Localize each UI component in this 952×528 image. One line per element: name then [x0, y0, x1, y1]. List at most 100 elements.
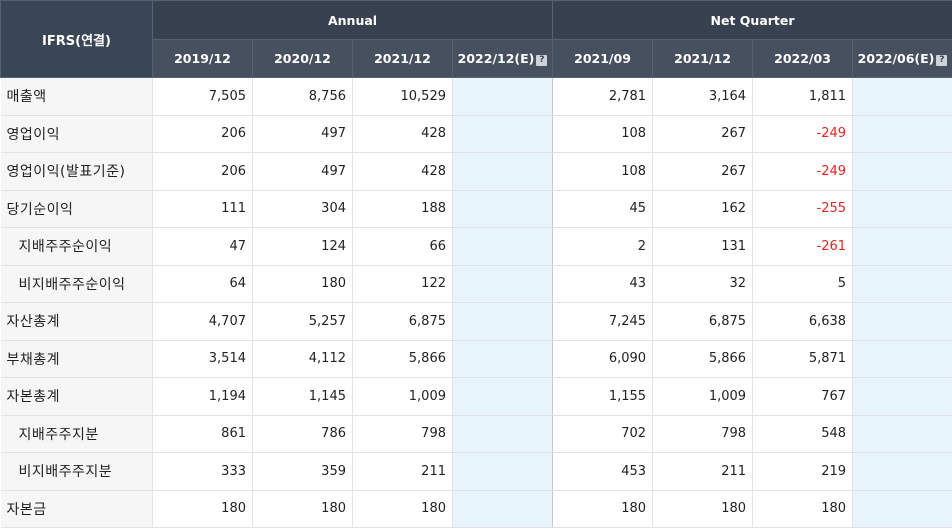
period-header: 2019/12 — [153, 40, 253, 78]
value-cell: 7,245 — [553, 303, 653, 341]
value-cell: 131 — [653, 228, 753, 266]
estimate-cell — [853, 190, 952, 228]
value-cell: 6,875 — [653, 303, 753, 341]
row-label[interactable]: 영업이익 — [1, 115, 153, 153]
row-label[interactable]: 지배주주지분 — [1, 415, 153, 453]
period-header-estimate: 2022/12(E)? — [453, 40, 553, 78]
estimate-cell — [453, 115, 553, 153]
estimate-cell — [853, 303, 952, 341]
period-header-estimate: 2022/06(E)? — [853, 40, 952, 78]
value-cell: 64 — [153, 265, 253, 303]
value-cell: 211 — [353, 453, 453, 491]
value-cell: 1,009 — [353, 378, 453, 416]
value-cell: 453 — [553, 453, 653, 491]
estimate-cell — [453, 490, 553, 528]
value-cell: 10,529 — [353, 78, 453, 116]
row-label[interactable]: 자본총계 — [1, 378, 153, 416]
value-cell: 108 — [553, 115, 653, 153]
estimate-cell — [453, 153, 553, 191]
row-label[interactable]: 매출액 — [1, 78, 153, 116]
row-label[interactable]: 자본금 — [1, 490, 153, 528]
value-cell: 861 — [153, 415, 253, 453]
annual-group-header: Annual — [153, 1, 553, 40]
value-cell: 497 — [253, 153, 353, 191]
value-cell: 304 — [253, 190, 353, 228]
row-label[interactable]: 영업이익(발표기준) — [1, 153, 153, 191]
value-cell: 162 — [653, 190, 753, 228]
help-icon[interactable]: ? — [936, 55, 947, 66]
estimate-cell — [453, 415, 553, 453]
value-cell: 188 — [353, 190, 453, 228]
row-label[interactable]: 비지배주주지분 — [1, 453, 153, 491]
estimate-cell — [853, 228, 952, 266]
value-cell: 4,707 — [153, 303, 253, 341]
value-cell: 7,505 — [153, 78, 253, 116]
estimate-cell — [853, 78, 952, 116]
estimate-cell — [853, 115, 952, 153]
value-cell: 122 — [353, 265, 453, 303]
value-cell: 267 — [653, 153, 753, 191]
period-header: 2020/12 — [253, 40, 353, 78]
value-cell: 66 — [353, 228, 453, 266]
estimate-cell — [453, 265, 553, 303]
help-icon[interactable]: ? — [536, 55, 547, 66]
value-cell: 1,145 — [253, 378, 353, 416]
value-cell: 6,638 — [753, 303, 853, 341]
value-cell: 798 — [653, 415, 753, 453]
value-cell: -261 — [753, 228, 853, 266]
period-header: 2022/03 — [753, 40, 853, 78]
value-cell: 798 — [353, 415, 453, 453]
value-cell: 43 — [553, 265, 653, 303]
value-cell: 180 — [253, 265, 353, 303]
value-cell: 5,257 — [253, 303, 353, 341]
estimate-cell — [453, 190, 553, 228]
value-cell: 2 — [553, 228, 653, 266]
value-cell: 3,514 — [153, 340, 253, 378]
value-cell: 359 — [253, 453, 353, 491]
value-cell: -249 — [753, 153, 853, 191]
value-cell: 428 — [353, 115, 453, 153]
value-cell: 5,866 — [353, 340, 453, 378]
value-cell: 206 — [153, 115, 253, 153]
value-cell: -255 — [753, 190, 853, 228]
value-cell: 180 — [753, 490, 853, 528]
row-label[interactable]: 부채총계 — [1, 340, 153, 378]
value-cell: 211 — [653, 453, 753, 491]
value-cell: 333 — [153, 453, 253, 491]
estimate-cell — [853, 453, 952, 491]
estimate-cell — [853, 415, 952, 453]
value-cell: 267 — [653, 115, 753, 153]
value-cell: 8,756 — [253, 78, 353, 116]
estimate-cell — [853, 490, 952, 528]
period-header: 2021/09 — [553, 40, 653, 78]
value-cell: 32 — [653, 265, 753, 303]
value-cell: 124 — [253, 228, 353, 266]
value-cell: 4,112 — [253, 340, 353, 378]
estimate-cell — [453, 303, 553, 341]
row-label[interactable]: 비지배주주순이익 — [1, 265, 153, 303]
value-cell: 6,875 — [353, 303, 453, 341]
net-quarter-group-header: Net Quarter — [553, 1, 952, 40]
value-cell: 180 — [153, 490, 253, 528]
value-cell: 180 — [653, 490, 753, 528]
estimate-cell — [453, 78, 553, 116]
value-cell: 180 — [353, 490, 453, 528]
value-cell: 219 — [753, 453, 853, 491]
value-cell: 111 — [153, 190, 253, 228]
row-label[interactable]: 당기순이익 — [1, 190, 153, 228]
row-label[interactable]: 지배주주순이익 — [1, 228, 153, 266]
row-label[interactable]: 자산총계 — [1, 303, 153, 341]
value-cell: 108 — [553, 153, 653, 191]
value-cell: 428 — [353, 153, 453, 191]
value-cell: 180 — [253, 490, 353, 528]
value-cell: 47 — [153, 228, 253, 266]
